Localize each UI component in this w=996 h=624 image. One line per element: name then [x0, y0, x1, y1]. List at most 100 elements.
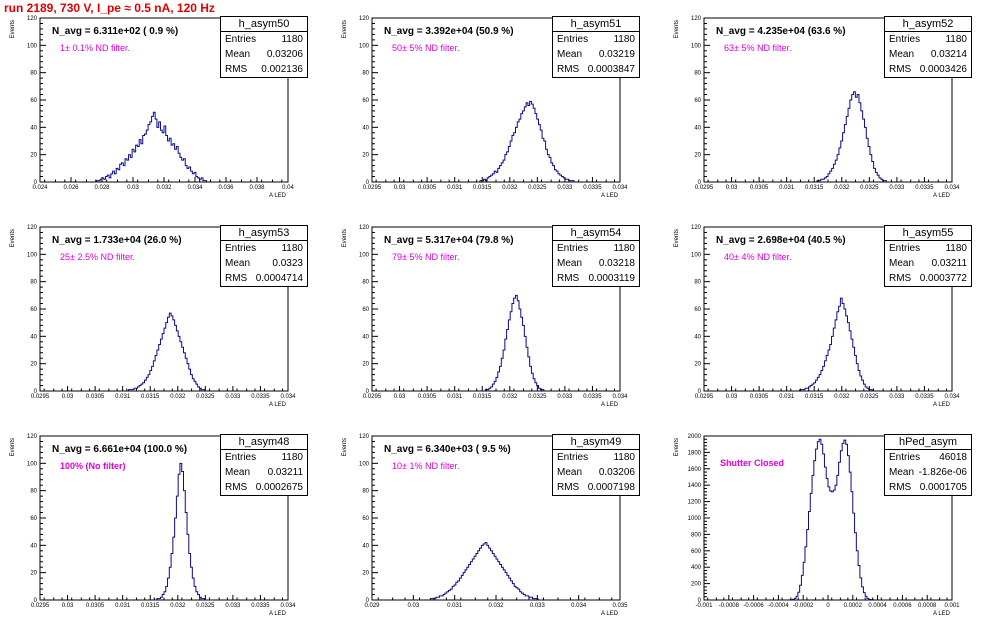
x-tick-label: 0.0305	[750, 185, 769, 191]
y-tick-label: 1400	[688, 483, 702, 489]
stats-key: Mean	[225, 258, 251, 269]
y-tick-label: 100	[691, 252, 702, 258]
y-axis-title: Events	[10, 20, 16, 38]
stats-row-rms: RMS 0.0003772	[885, 271, 971, 286]
x-tick-label: 0.03	[394, 394, 406, 400]
histogram-plot: 0.0295 0.03 0.0305 0.031 0.0315 0.032 0.0325 0.…	[674, 16, 960, 199]
stats-row-entries: Entries 46018	[885, 450, 971, 465]
histogram-plot: 0.0295 0.03 0.0305 0.031 0.0315 0.032 0.0325 0.…	[674, 225, 960, 408]
histogram-plot: 0.0295 0.03 0.0305 0.031 0.0315 0.032 0.0325 0.…	[342, 225, 628, 408]
navg-label: N_avg = 5.317e+04 (79.8 %)	[384, 235, 514, 246]
stats-key: Mean	[557, 467, 583, 478]
y-tick-label: 20	[30, 362, 37, 368]
histogram-series	[372, 294, 620, 392]
stats-row-entries: Entries 1180	[553, 450, 639, 465]
y-tick-label: 40	[362, 543, 369, 549]
histogram-pad-h_asym55: 0.0295 0.03 0.0305 0.031 0.0315 0.032 0.0325 0.…	[664, 209, 996, 415]
y-tick-label: 20	[30, 571, 37, 577]
x-tick-label: 0.0315	[805, 394, 824, 400]
y-tick-label: 0	[34, 389, 38, 395]
x-axis-title: A LED	[933, 193, 951, 199]
y-tick-label: 120	[359, 225, 370, 231]
y-axis-title: Events	[10, 229, 16, 247]
stats-key: Entries	[557, 34, 589, 45]
filter-label: 63± 5% ND filter.	[724, 43, 792, 53]
y-tick-label: 60	[362, 98, 369, 104]
y-tick-label: 20	[362, 571, 369, 577]
stats-box: h_asym49 Entries 1180 Mean 0.03206 RMS 0.00071…	[552, 434, 640, 496]
stats-value: 0.0007198	[587, 482, 635, 493]
x-tick-label: 0.0335	[251, 603, 270, 609]
stats-key: Mean	[889, 467, 915, 478]
histogram-plot: 0.0295 0.03 0.0305 0.031 0.0315 0.032 0.0325 0.…	[10, 225, 296, 408]
histogram-plot: 0.0295 0.03 0.0305 0.031 0.0315 0.032 0.0325 0.…	[10, 434, 296, 617]
x-tick-label: 0.034	[280, 603, 296, 609]
stats-value: 0.0003772	[919, 273, 967, 284]
stats-box: h_asym52 Entries 1180 Mean 0.03214 RMS 0.00034…	[884, 16, 972, 78]
y-tick-label: 120	[691, 16, 702, 22]
x-tick-label: 0.0335	[583, 394, 602, 400]
y-tick-label: 120	[27, 16, 38, 22]
x-tick-label: 0.034	[280, 394, 296, 400]
stats-row-rms: RMS 0.0003119	[553, 271, 639, 286]
histogram-pad-h_asym51: 0.0295 0.03 0.0305 0.031 0.0315 0.032 0.0325 0.…	[332, 0, 664, 206]
y-tick-label: 20	[694, 153, 701, 159]
y-tick-label: 0	[698, 598, 702, 604]
y-tick-label: 80	[362, 489, 369, 495]
x-axis-title: A LED	[269, 193, 287, 199]
y-axis-title: Events	[342, 438, 348, 456]
y-tick-label: 800	[691, 532, 702, 538]
x-axis-title: A LED	[933, 402, 951, 408]
stats-value: 0.0003119	[588, 273, 635, 284]
x-tick-label: 0.034	[187, 185, 203, 191]
stats-key: Entries	[557, 243, 589, 254]
x-tick-label: 0.031	[779, 394, 795, 400]
x-tick-label: 0.03	[394, 185, 406, 191]
x-tick-label: 0.0325	[860, 394, 879, 400]
y-tick-label: 1200	[688, 500, 702, 506]
y-tick-label: 80	[694, 71, 701, 77]
x-tick-label: 0.036	[218, 185, 234, 191]
y-tick-label: 120	[691, 225, 702, 231]
x-tick-label: 0.033	[530, 603, 546, 609]
x-tick-label: 0.03	[62, 603, 74, 609]
y-tick-label: 40	[362, 125, 369, 131]
stats-key: Mean	[225, 49, 251, 60]
stats-row-rms: RMS 0.0003426	[885, 62, 971, 77]
x-tick-label: 0.032	[170, 603, 186, 609]
x-tick-label: 0.04	[282, 185, 294, 191]
x-tick-label: 0.035	[612, 603, 628, 609]
x-tick-label: 0.038	[249, 185, 265, 191]
x-tick-label: 0.033	[225, 394, 241, 400]
filter-label: 100% (No filter)	[60, 461, 126, 471]
histogram-plot: 0.024 0.026 0.028 0.03 0.032 0.034 0.036 0.038 0…	[10, 16, 294, 199]
y-axis-title: Events	[342, 229, 348, 247]
y-tick-label: 200	[691, 582, 702, 588]
x-tick-label: 0.03	[726, 394, 738, 400]
y-tick-label: 120	[27, 225, 38, 231]
stats-row-mean: Mean 0.03206	[553, 465, 639, 480]
x-tick-label: 0.03	[127, 185, 139, 191]
stats-key: Entries	[225, 452, 257, 463]
stats-key: Mean	[889, 258, 915, 269]
stats-value: 0.03206	[598, 467, 635, 478]
y-tick-label: 80	[362, 71, 369, 77]
x-tick-label: 0.0325	[860, 185, 879, 191]
stats-row-entries: Entries 1180	[221, 32, 307, 47]
x-tick-label: 0.0325	[528, 394, 547, 400]
y-tick-label: 0	[366, 389, 370, 395]
x-tick-label: 0.0295	[363, 185, 382, 191]
stats-value: 1180	[613, 452, 635, 463]
filter-label: 40± 4% ND filter.	[724, 252, 792, 262]
y-tick-label: 100	[691, 43, 702, 49]
y-tick-label: 0	[34, 180, 38, 186]
stats-row-rms: RMS 0.0004714	[221, 271, 307, 286]
y-tick-label: 120	[359, 16, 370, 22]
x-tick-label: 0.03	[62, 394, 74, 400]
y-tick-label: 100	[359, 461, 370, 467]
x-tick-label: 0.0335	[251, 394, 270, 400]
x-tick-label: 0.034	[944, 394, 960, 400]
y-tick-label: 40	[694, 334, 701, 340]
stats-value: 0.03206	[266, 49, 303, 60]
y-tick-label: 80	[30, 71, 37, 77]
